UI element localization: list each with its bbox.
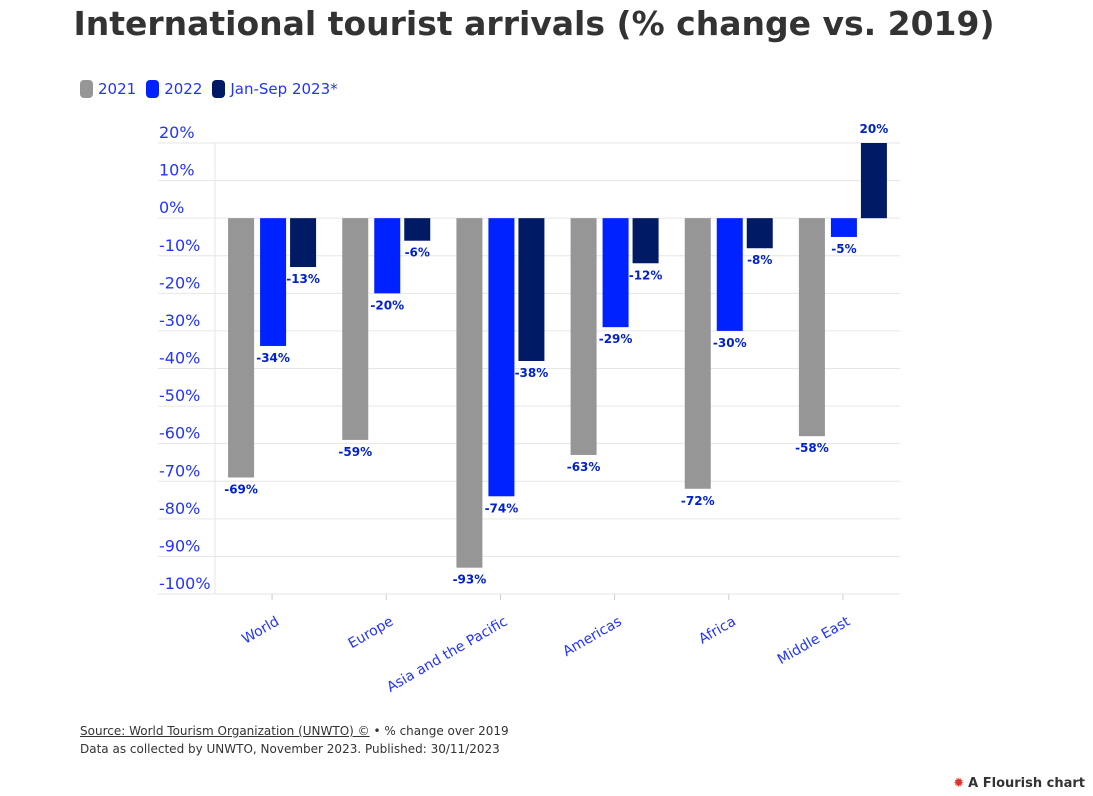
source-link[interactable]: Source: World Tourism Organization (UNWT… (80, 724, 370, 738)
data-label: -63% (567, 460, 601, 474)
bar-jan-sep-2023- (860, 143, 887, 219)
legend-item-2021[interactable]: 2021 (80, 80, 136, 98)
x-tick-label: Europe (346, 614, 397, 652)
footer-note: Data as collected by UNWTO, November 202… (80, 742, 500, 756)
legend-label: 2022 (164, 80, 203, 98)
data-label: -6% (405, 246, 430, 260)
data-label: -12% (629, 268, 663, 282)
legend-swatch (146, 80, 160, 98)
y-tick-label: -90% (159, 536, 200, 555)
bar-2021 (570, 218, 597, 455)
source-note: • % change over 2019 (369, 724, 509, 738)
legend-label: 2021 (98, 80, 137, 98)
x-tick-label: Americas (560, 614, 624, 660)
legend-item-2023[interactable]: Jan-Sep 2023* (212, 80, 338, 98)
bar-2021 (342, 218, 369, 440)
data-label: -34% (256, 351, 290, 365)
bar-2022 (602, 218, 629, 328)
data-label: -20% (370, 298, 404, 312)
data-label: -59% (338, 445, 372, 459)
bar-2021 (228, 218, 255, 478)
bar-chart: 20% 10% 0% -10% -20% -30% -40% -50% -60% -70% -80%… (158, 122, 900, 696)
y-tick-label: 0% (159, 198, 184, 217)
flourish-logo-icon: ✹ (953, 776, 965, 791)
bar-jan-sep-2023- (632, 218, 659, 264)
data-label: -72% (681, 494, 715, 508)
chart-title: International tourist arrivals (% change… (73, 4, 995, 43)
y-tick-label: -30% (159, 311, 200, 330)
y-tick-label: -50% (159, 386, 200, 405)
bar-jan-sep-2023- (290, 218, 317, 268)
y-tick-label: -20% (159, 273, 200, 292)
data-label: -74% (485, 501, 519, 515)
data-label: 20% (860, 122, 889, 136)
legend-swatch (80, 80, 93, 98)
y-tick-label: 10% (159, 161, 195, 180)
legend: 2021 2022 Jan-Sep 2023* (80, 80, 338, 98)
y-tick-label: 20% (159, 123, 195, 142)
data-label: -8% (747, 253, 772, 267)
data-label: -38% (515, 366, 549, 380)
bar-2021 (684, 218, 711, 489)
data-label: -13% (286, 272, 320, 286)
bar-jan-sep-2023- (404, 218, 431, 241)
x-tick-label: Asia and the Pacific (384, 614, 510, 696)
data-label: -5% (831, 242, 856, 256)
bar-2022 (260, 218, 287, 346)
data-label: -30% (713, 336, 747, 350)
x-tick-label: Middle East (775, 613, 854, 668)
bar-2021 (456, 218, 483, 568)
data-label: -69% (224, 482, 258, 496)
legend-item-2022[interactable]: 2022 (146, 80, 202, 98)
y-tick-label: -10% (159, 236, 200, 255)
data-label: -93% (453, 573, 487, 587)
y-tick-label: -40% (159, 349, 200, 368)
y-tick-label: -70% (159, 461, 200, 480)
legend-label: Jan-Sep 2023* (230, 80, 338, 98)
bar-jan-sep-2023- (518, 218, 545, 361)
bar-2021 (798, 218, 825, 437)
bar-2022 (488, 218, 515, 497)
flourish-credit[interactable]: ✹ A Flourish chart (953, 776, 1085, 791)
y-tick-label: -100% (159, 574, 211, 593)
y-tick-label: -80% (159, 499, 200, 518)
data-label: -29% (599, 332, 633, 346)
legend-swatch (212, 80, 226, 98)
footer: Source: World Tourism Organization (UNWT… (80, 722, 509, 758)
data-label: -58% (795, 441, 829, 455)
x-tick-label: Africa (696, 614, 739, 648)
x-tick-label: World (239, 614, 282, 648)
y-tick-label: -60% (159, 424, 200, 443)
brand-label: A Flourish chart (968, 776, 1085, 791)
bar-jan-sep-2023- (746, 218, 773, 249)
bar-2022 (716, 218, 743, 331)
bar-2022 (830, 218, 857, 237)
bar-2022 (374, 218, 401, 294)
